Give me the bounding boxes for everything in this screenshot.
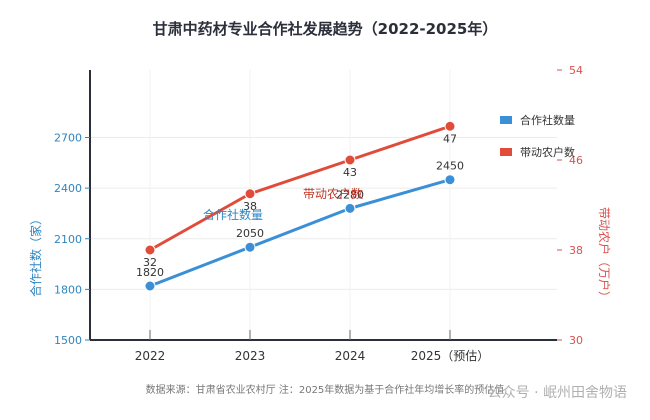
data-label-0: 1820 [136,266,164,279]
tick-label-x: 2025（预估） [411,349,490,363]
data-point-0 [244,241,256,253]
tick-label-right: 54 [569,64,583,77]
tick-label-left: 2400 [54,182,82,195]
tick-label-right: 30 [569,334,583,347]
legend-label-farmers: 带动农户数 [520,145,575,159]
axes [89,70,557,341]
y-left-axis-label: 合作社数（家） [28,213,43,297]
data-point-1 [144,244,156,256]
legend-swatch-farmers [500,148,512,156]
ticks: 1500 1800 2100 2400 2700 30 38 46 54 2022 2023 2024… [54,64,583,363]
legend: 合作社数量 带动农户数 [500,113,575,159]
legend-label-cooperatives: 合作社数量 [520,113,575,127]
data-point-0 [344,202,356,214]
series [144,120,456,292]
data-label-1: 38 [243,200,257,213]
data-label-0: 2450 [436,160,464,173]
series-line-0 [149,178,451,288]
data-label-1: 32 [143,256,157,269]
legend-swatch-cooperatives [500,116,512,124]
chart-title: 甘肃中药材专业合作社发展趋势（2022-2025年） [153,20,498,38]
data-point-1 [444,120,456,132]
data-point-1 [244,188,256,200]
tick-label-left: 1500 [54,334,82,347]
data-point-0 [444,174,456,186]
data-point-0 [144,280,156,292]
tick-label-x: 2023 [235,349,266,363]
data-label-1: 47 [443,132,457,145]
data-point-1 [344,154,356,166]
series-label-cooperatives: 合作社数量 [203,207,263,222]
tick-label-x: 2022 [135,349,166,363]
data-label-0: 2280 [336,188,364,201]
tick-label-right: 38 [569,244,583,257]
tick-label-right: 46 [569,154,583,167]
data-labels: 1820 2050 2280 2450 32 38 43 47 [136,132,464,279]
tick-label-left: 2700 [54,132,82,145]
tick-label-left: 2100 [54,233,82,246]
data-label-1: 43 [343,166,357,179]
series-label-farmers: 带动农户数 [303,186,363,201]
series-line-1 [149,124,451,252]
tick-label-left: 1800 [54,283,82,296]
data-label-0: 2050 [236,227,264,240]
watermark: 公众号 · 岷州田舍物语 [488,385,627,401]
grid [90,70,557,341]
y-right-axis-label: 带动农户（万户） [597,207,612,303]
tick-label-x: 2024 [335,349,366,363]
source-note: 数据来源：甘肃省农业农村厅 注：2025年数据为基于合作社年均增长率的预估值 [146,383,505,396]
